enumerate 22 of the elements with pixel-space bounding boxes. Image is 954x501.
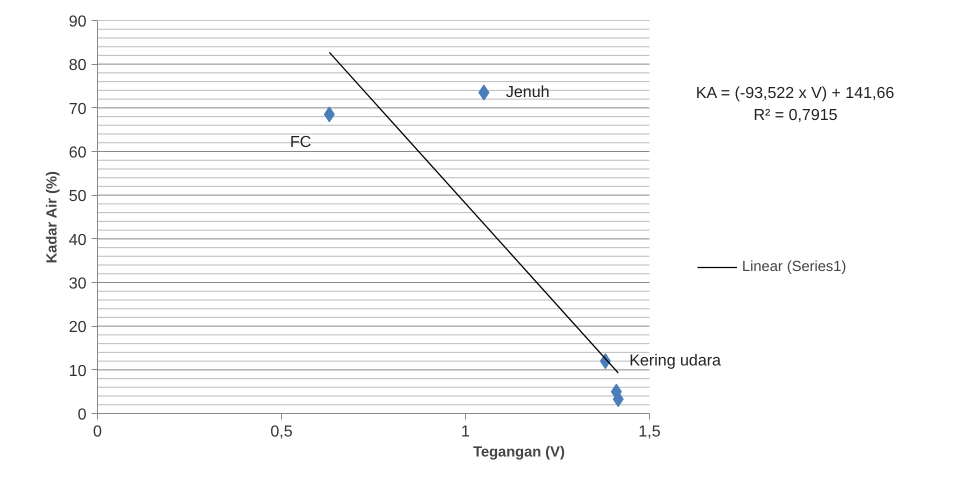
y-tick-label: 30 [68, 276, 87, 292]
x-axis-title: Tegangan (V) [473, 444, 565, 460]
x-tick-label: 0 [93, 424, 102, 440]
y-tick-label: 40 [68, 232, 87, 249]
x-tick-label: 1 [461, 424, 470, 440]
y-tick-label: 70 [68, 100, 87, 118]
y-tick-label: 0 [78, 406, 87, 424]
y-tick-label: 20 [68, 319, 87, 336]
annotation: Kering udara [629, 352, 722, 370]
text: KA = (-93,522 x V) + 141,66 [696, 85, 894, 102]
y-tick-label: 90 [68, 14, 87, 30]
legend-label: Linear (Series1) [742, 259, 846, 275]
y-tick-label: 80 [68, 57, 87, 74]
y-tick-label: 60 [68, 144, 87, 162]
y-tick-label: 50 [68, 188, 87, 206]
x-tick-label: 1,5 [638, 424, 661, 440]
x-tick-label: 0,5 [270, 424, 293, 440]
annotation: FC [290, 134, 312, 151]
text: R² = 0,7915 [753, 107, 838, 124]
y-axis-title: Kadar Air (%) [44, 171, 61, 264]
annotation: Jenuh [506, 84, 550, 102]
y-tick-label: 10 [68, 362, 87, 380]
